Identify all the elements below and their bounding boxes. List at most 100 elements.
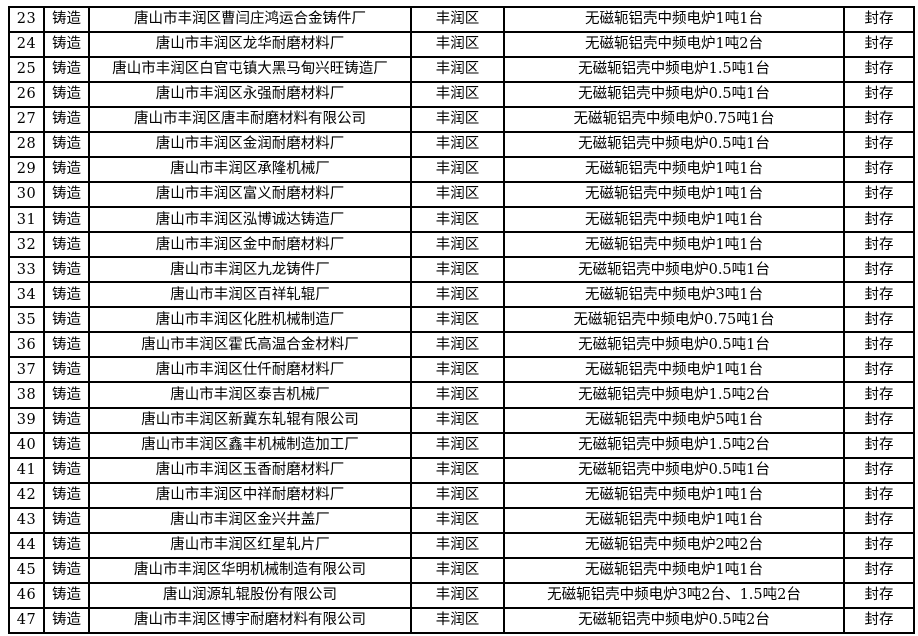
- table-row: 47 铸造 唐山市丰润区博宇耐磨材料有限公司 丰润区 无磁轭铝壳中频电炉0.5吨…: [8, 606, 915, 635]
- table-row: 25 铸造 唐山市丰润区白官屯镇大黑马甸兴旺铸造厂 丰润区 无磁轭铝壳中频电炉1…: [8, 56, 915, 84]
- cell-equipment: 无磁轭铝壳中频电炉1吨2台: [503, 31, 845, 59]
- cell-category: 铸造: [43, 56, 90, 84]
- cell-district: 丰润区: [410, 306, 505, 334]
- cell-category: 铸造: [43, 431, 90, 459]
- cell-category: 铸造: [43, 156, 90, 184]
- cell-status: 封存: [843, 331, 915, 359]
- cell-equipment: 无磁轭铝壳中频电炉5吨1台: [503, 406, 845, 434]
- cell-equipment: 无磁轭铝壳中频电炉0.5吨1台: [503, 131, 845, 159]
- cell-status: 封存: [843, 481, 915, 509]
- cell-district: 丰润区: [410, 81, 505, 109]
- cell-category: 铸造: [43, 581, 90, 609]
- table-body: 23 铸造 唐山市丰润区曹闫庄鸿运合金铸件厂 丰润区 无磁轭铝壳中频电炉1吨1台…: [8, 5, 915, 635]
- cell-category: 铸造: [43, 406, 90, 434]
- cell-row-number: 24: [8, 31, 45, 59]
- cell-company-name: 唐山市丰润区金中耐磨材料厂: [88, 231, 412, 259]
- cell-company-name: 唐山市丰润区金润耐磨材料厂: [88, 131, 412, 159]
- cell-category: 铸造: [43, 131, 90, 159]
- cell-district: 丰润区: [410, 356, 505, 384]
- cell-category: 铸造: [43, 281, 90, 309]
- cell-equipment: 无磁轭铝壳中频电炉1吨1台: [503, 181, 845, 209]
- cell-equipment: 无磁轭铝壳中频电炉1吨1台: [503, 231, 845, 259]
- cell-district: 丰润区: [410, 256, 505, 284]
- cell-equipment: 无磁轭铝壳中频电炉0.5吨1台: [503, 256, 845, 284]
- cell-district: 丰润区: [410, 606, 505, 635]
- table-row: 42 铸造 唐山市丰润区中祥耐磨材料厂 丰润区 无磁轭铝壳中频电炉1吨1台 封存: [8, 481, 915, 509]
- cell-status: 封存: [843, 106, 915, 134]
- cell-status: 封存: [843, 406, 915, 434]
- cell-equipment: 无磁轭铝壳中频电炉1吨1台: [503, 481, 845, 509]
- cell-row-number: 31: [8, 206, 45, 234]
- cell-category: 铸造: [43, 356, 90, 384]
- cell-category: 铸造: [43, 31, 90, 59]
- cell-district: 丰润区: [410, 481, 505, 509]
- cell-district: 丰润区: [410, 181, 505, 209]
- table-row: 32 铸造 唐山市丰润区金中耐磨材料厂 丰润区 无磁轭铝壳中频电炉1吨1台 封存: [8, 231, 915, 259]
- cell-row-number: 33: [8, 256, 45, 284]
- table-row: 36 铸造 唐山市丰润区霍氏高温合金材料厂 丰润区 无磁轭铝壳中频电炉0.5吨1…: [8, 331, 915, 359]
- cell-equipment: 无磁轭铝壳中频电炉2吨2台: [503, 531, 845, 559]
- cell-row-number: 45: [8, 556, 45, 584]
- cell-status: 封存: [843, 306, 915, 334]
- cell-row-number: 36: [8, 331, 45, 359]
- cell-district: 丰润区: [410, 581, 505, 609]
- cell-status: 封存: [843, 606, 915, 635]
- cell-district: 丰润区: [410, 281, 505, 309]
- cell-company-name: 唐山市丰润区永强耐磨材料厂: [88, 81, 412, 109]
- cell-row-number: 25: [8, 56, 45, 84]
- table-row: 23 铸造 唐山市丰润区曹闫庄鸿运合金铸件厂 丰润区 无磁轭铝壳中频电炉1吨1台…: [8, 5, 915, 34]
- cell-company-name: 唐山市丰润区化胜机械制造厂: [88, 306, 412, 334]
- foundry-equipment-table: 23 铸造 唐山市丰润区曹闫庄鸿运合金铸件厂 丰润区 无磁轭铝壳中频电炉1吨1台…: [8, 5, 915, 635]
- cell-company-name: 唐山市丰润区鑫丰机械制造加工厂: [88, 431, 412, 459]
- cell-company-name: 唐山市丰润区泓博诚达铸造厂: [88, 206, 412, 234]
- cell-equipment: 无磁轭铝壳中频电炉1吨1台: [503, 156, 845, 184]
- cell-company-name: 唐山市丰润区金兴井盖厂: [88, 506, 412, 534]
- table-row: 41 铸造 唐山市丰润区玉香耐磨材料厂 丰润区 无磁轭铝壳中频电炉0.5吨1台 …: [8, 456, 915, 484]
- cell-status: 封存: [843, 31, 915, 59]
- cell-category: 铸造: [43, 331, 90, 359]
- table-row: 45 铸造 唐山市丰润区华明机械制造有限公司 丰润区 无磁轭铝壳中频电炉1吨1台…: [8, 556, 915, 584]
- cell-row-number: 35: [8, 306, 45, 334]
- table-row: 44 铸造 唐山市丰润区红星轧片厂 丰润区 无磁轭铝壳中频电炉2吨2台 封存: [8, 531, 915, 559]
- table-row: 30 铸造 唐山市丰润区富义耐磨材料厂 丰润区 无磁轭铝壳中频电炉1吨1台 封存: [8, 181, 915, 209]
- cell-equipment: 无磁轭铝壳中频电炉1吨1台: [503, 556, 845, 584]
- cell-district: 丰润区: [410, 106, 505, 134]
- cell-equipment: 无磁轭铝壳中频电炉0.5吨1台: [503, 331, 845, 359]
- cell-status: 封存: [843, 56, 915, 84]
- cell-company-name: 唐山市丰润区玉香耐磨材料厂: [88, 456, 412, 484]
- cell-status: 封存: [843, 456, 915, 484]
- table-row: 31 铸造 唐山市丰润区泓博诚达铸造厂 丰润区 无磁轭铝壳中频电炉1吨1台 封存: [8, 206, 915, 234]
- table-row: 26 铸造 唐山市丰润区永强耐磨材料厂 丰润区 无磁轭铝壳中频电炉0.5吨1台 …: [8, 81, 915, 109]
- cell-row-number: 32: [8, 231, 45, 259]
- cell-status: 封存: [843, 181, 915, 209]
- cell-row-number: 27: [8, 106, 45, 134]
- cell-company-name: 唐山市丰润区中祥耐磨材料厂: [88, 481, 412, 509]
- cell-row-number: 43: [8, 506, 45, 534]
- cell-status: 封存: [843, 206, 915, 234]
- cell-equipment: 无磁轭铝壳中频电炉1吨1台: [503, 356, 845, 384]
- cell-category: 铸造: [43, 481, 90, 509]
- cell-status: 封存: [843, 156, 915, 184]
- cell-row-number: 46: [8, 581, 45, 609]
- table-row: 39 铸造 唐山市丰润区新冀东轧辊有限公司 丰润区 无磁轭铝壳中频电炉5吨1台 …: [8, 406, 915, 434]
- cell-company-name: 唐山市丰润区承隆机械厂: [88, 156, 412, 184]
- cell-row-number: 47: [8, 606, 45, 635]
- cell-category: 铸造: [43, 106, 90, 134]
- cell-district: 丰润区: [410, 506, 505, 534]
- cell-category: 铸造: [43, 306, 90, 334]
- cell-row-number: 28: [8, 131, 45, 159]
- cell-category: 铸造: [43, 531, 90, 559]
- cell-status: 封存: [843, 581, 915, 609]
- cell-company-name: 唐山市丰润区百祥轧辊厂: [88, 281, 412, 309]
- cell-company-name: 唐山市丰润区泰吉机械厂: [88, 381, 412, 409]
- table-row: 40 铸造 唐山市丰润区鑫丰机械制造加工厂 丰润区 无磁轭铝壳中频电炉1.5吨2…: [8, 431, 915, 459]
- cell-equipment: 无磁轭铝壳中频电炉1.5吨2台: [503, 381, 845, 409]
- cell-category: 铸造: [43, 5, 90, 34]
- cell-district: 丰润区: [410, 156, 505, 184]
- cell-status: 封存: [843, 381, 915, 409]
- cell-status: 封存: [843, 81, 915, 109]
- cell-equipment: 无磁轭铝壳中频电炉1.5吨2台: [503, 431, 845, 459]
- cell-status: 封存: [843, 556, 915, 584]
- cell-district: 丰润区: [410, 556, 505, 584]
- cell-row-number: 30: [8, 181, 45, 209]
